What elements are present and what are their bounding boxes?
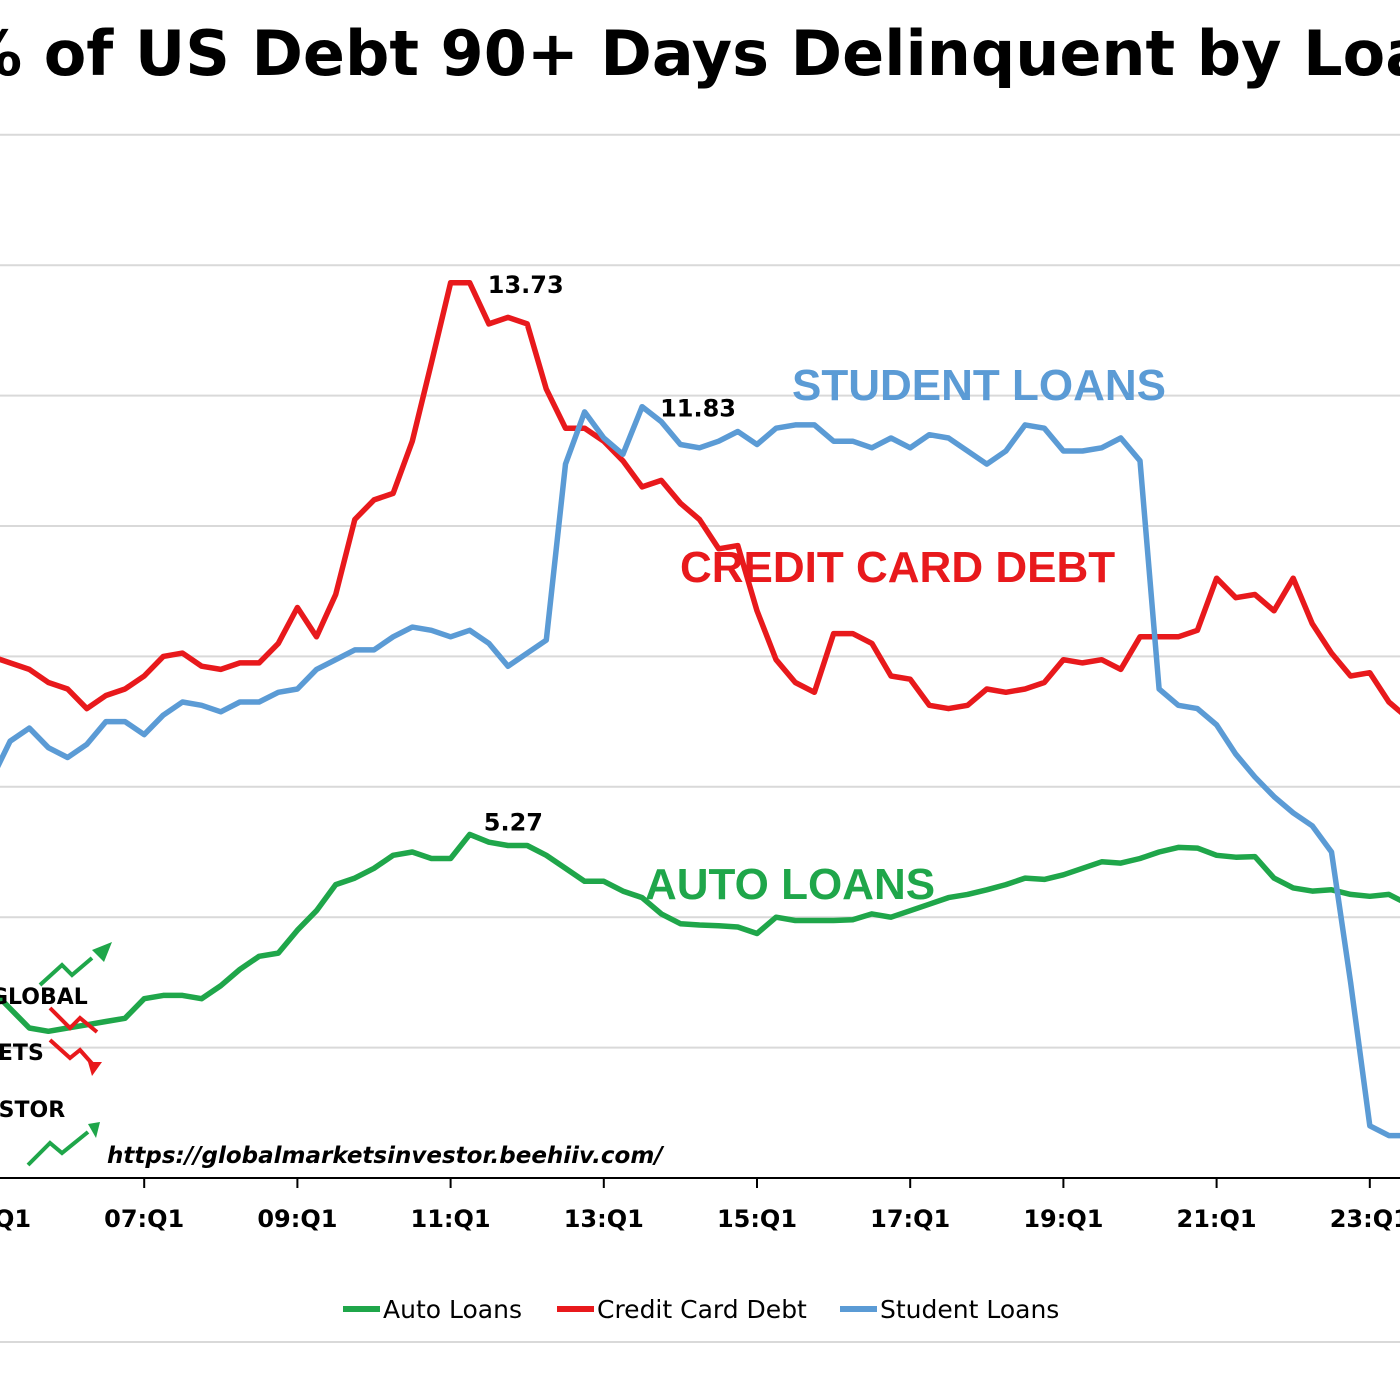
up-arrow-head-icon (92, 942, 112, 962)
x-axis-tick-labels: 05:Q1 07:Q1 09:Q1 11:Q1 13:Q1 15:Q1 17:Q1 19:Q1… (0, 1178, 1400, 1233)
x-tick-label: 15:Q1 (717, 1205, 797, 1233)
down-arrow-icon (48, 1006, 99, 1034)
x-tick-label: 21:Q1 (1177, 1205, 1257, 1233)
down-arrow-icon-2 (48, 1038, 98, 1070)
brand-line-1: GLOBAL (0, 985, 88, 1010)
up-arrow-head-icon-2 (88, 1122, 100, 1138)
legend-entry: Auto Loans (383, 1295, 522, 1324)
series-label: STUDENT LOANS (792, 361, 1166, 410)
x-tick-label: 09:Q1 (257, 1205, 337, 1233)
up-arrow-icon-2 (26, 1130, 90, 1167)
x-tick-label: 07:Q1 (104, 1205, 184, 1233)
x-tick-label: 19:Q1 (1023, 1205, 1103, 1233)
x-tick-label: 11:Q1 (411, 1205, 491, 1233)
down-arrow-head-icon (88, 1062, 102, 1076)
x-tick-label: 13:Q1 (564, 1205, 644, 1233)
gridlines (0, 133, 1400, 1049)
legend-entry: Credit Card Debt (597, 1295, 807, 1324)
brand-line-3: INVESTOR (0, 1098, 65, 1123)
data-labels: 13.73 11.83 5.27 (484, 271, 736, 837)
x-tick-label: 23:Q1 (1330, 1205, 1400, 1233)
brand-logo: GLOBAL MARKETS INVESTOR (0, 942, 112, 1167)
x-tick-label: 17:Q1 (870, 1205, 950, 1233)
series-labels: AUTO LOANS CREDIT CARD DEBT STUDENT LOANS (645, 361, 1166, 909)
legend-entry: Student Loans (880, 1295, 1059, 1324)
legend: Auto Loans Credit Card Debt Student Loans (343, 1295, 1059, 1324)
x-tick-label: 05:Q1 (0, 1205, 31, 1233)
chart-title: % of US Debt 90+ Days Delinquent by Loan… (0, 17, 1400, 90)
series-line-auto-loans (0, 831, 1400, 1035)
data-label: 13.73 (488, 271, 564, 299)
source-url: https://globalmarketsinvestor.beehiiv.co… (107, 1143, 664, 1169)
series-label: CREDIT CARD DEBT (680, 543, 1115, 592)
brand-line-2: MARKETS (0, 1041, 44, 1066)
series-line-credit-card-debt (0, 280, 1400, 716)
series-lines (0, 280, 1400, 1139)
data-label: 5.27 (484, 808, 543, 836)
up-arrow-icon (38, 956, 94, 987)
data-label: 11.83 (660, 395, 736, 423)
series-label: AUTO LOANS (645, 860, 935, 909)
series-line-student-loans (0, 403, 1400, 1139)
